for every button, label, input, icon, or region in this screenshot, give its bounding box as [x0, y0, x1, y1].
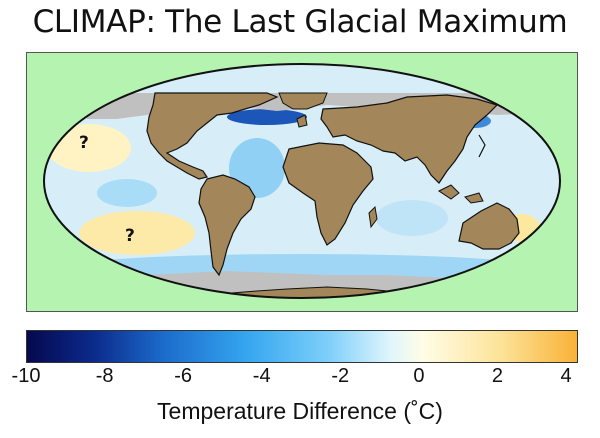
globe-outline: [43, 63, 561, 299]
colorbar-tick-label: 2: [491, 365, 503, 387]
map-annotation-north-pacific: ?: [79, 133, 89, 153]
ocean-anomaly-cold-indian: [376, 200, 448, 236]
colorbar: [26, 330, 578, 363]
land-madagascar: [368, 205, 378, 229]
land-australia: [458, 202, 520, 250]
colorbar-tick-label: -2: [331, 365, 350, 387]
map-panel: ? ?: [26, 52, 578, 312]
page-title: CLIMAP: The Last Glacial Maximum: [32, 4, 568, 40]
colorbar-tick-label: -8: [95, 365, 114, 387]
ocean-anomaly-cold-pacific: [97, 179, 157, 207]
land-southeast-asia-islands: [438, 184, 484, 204]
land-british-isles: [296, 114, 308, 128]
land-north-america: [146, 92, 279, 180]
land-south-america: [198, 174, 256, 277]
map-annotation-south-pacific: ?: [125, 226, 135, 246]
colorbar-tick-label: -10: [11, 365, 41, 387]
ocean-anomaly-warm-pacific-north: [47, 124, 131, 172]
ocean-anomaly-warm-pacific-south: [79, 211, 195, 255]
land-africa: [282, 142, 374, 246]
colorbar-tick-label: -6: [174, 365, 192, 387]
land-new-zealand: [524, 241, 536, 265]
colorbar-label: Temperature Difference (˚C): [157, 398, 443, 424]
land-japan: [478, 134, 486, 158]
colorbar-tick-label: 4: [560, 365, 572, 387]
land-antarctica: [226, 286, 428, 298]
world-map: ? ?: [43, 63, 561, 299]
land-greenland: [278, 92, 328, 110]
colorbar-tick-label: 0: [413, 365, 425, 387]
land-eurasia: [320, 94, 499, 184]
colorbar-tick-label: -4: [252, 365, 271, 387]
ocean-anomaly-cold-north-atlantic: [227, 109, 307, 125]
